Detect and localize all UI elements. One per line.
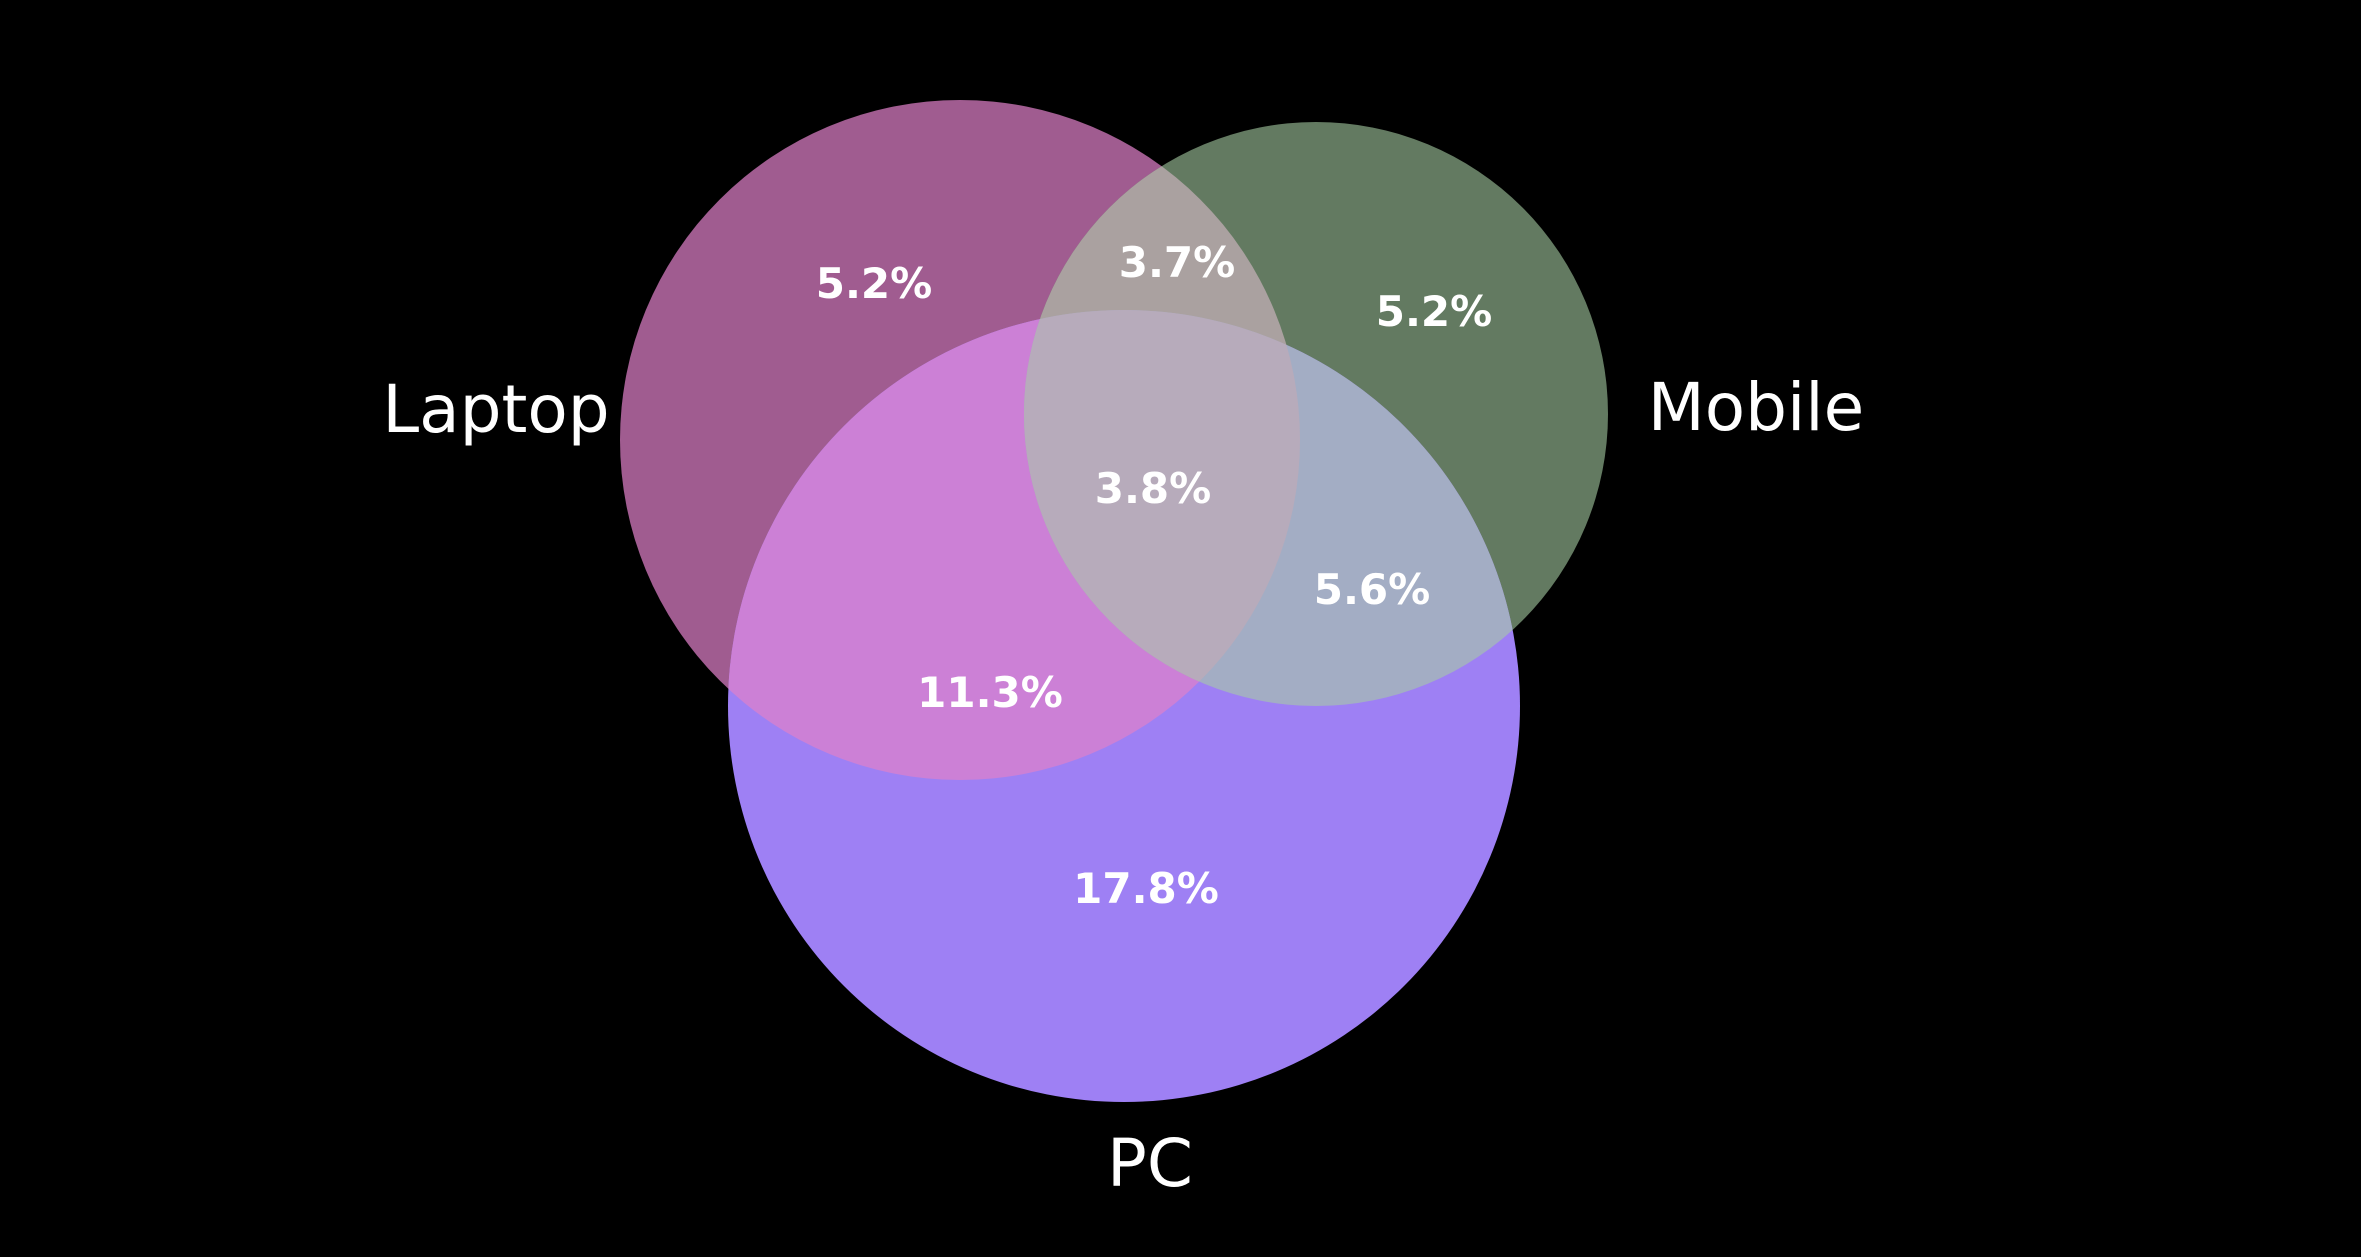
mobile-pc-overlap: [1024, 310, 1520, 706]
mobile-label: Mobile: [1648, 369, 1865, 446]
region-all-three: 3.8%: [1095, 464, 1211, 513]
region-pc-only: 17.8%: [1073, 864, 1219, 913]
region-laptop-only: 5.2%: [816, 259, 932, 308]
laptop-pc-overlap: [728, 310, 1300, 780]
laptop-label: Laptop: [382, 371, 609, 448]
region-mobile-only: 5.2%: [1376, 287, 1492, 336]
pc-label: PC: [1107, 1125, 1193, 1202]
region-laptop-mobile: 3.7%: [1119, 238, 1235, 287]
region-mobile-pc: 5.6%: [1314, 565, 1430, 614]
region-laptop-pc: 11.3%: [917, 668, 1063, 717]
